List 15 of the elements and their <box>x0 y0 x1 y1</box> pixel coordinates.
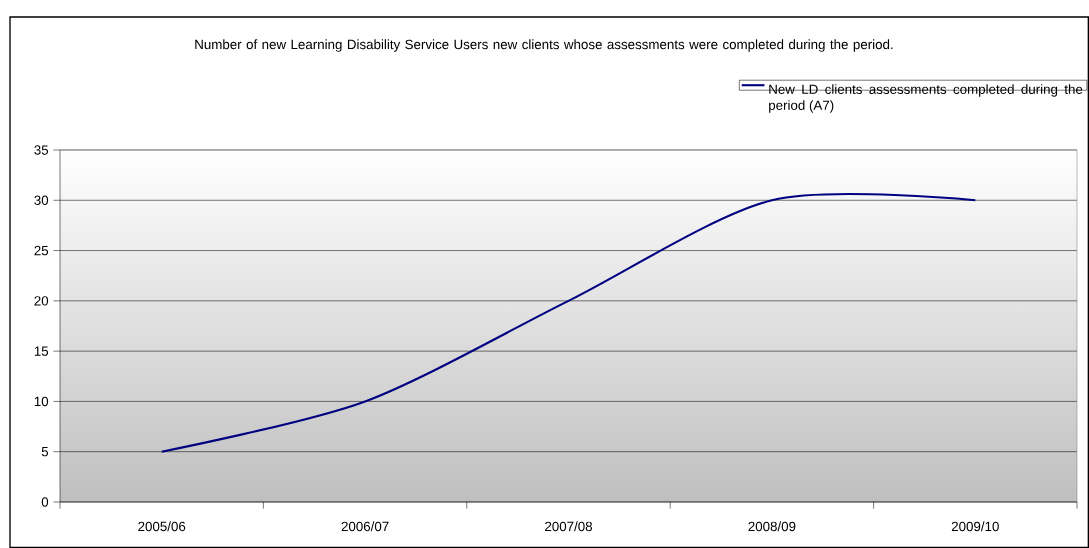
chart-title: Number of new Learning Disability Service Users new clients whose assessments were completed during the period. <box>195 39 893 52</box>
x-tick-label: 2007/08 <box>545 521 593 532</box>
y-tick-label: 0 <box>41 497 49 507</box>
x-tick-label: 2005/06 <box>138 521 186 532</box>
x-tick-label: 2006/07 <box>341 521 389 532</box>
x-tick-label: 2009/10 <box>951 521 999 532</box>
y-tick-label: 5 <box>41 447 49 457</box>
y-tick-label: 25 <box>34 245 49 256</box>
y-tick-label: 10 <box>34 396 49 407</box>
y-tick-label: 30 <box>34 195 49 205</box>
y-tick-label: 35 <box>34 145 49 155</box>
legend-label: New LD clients assessments completed during the period (A7) <box>769 84 1083 113</box>
x-tick-label: 2008/09 <box>748 521 796 532</box>
y-tick-label: 20 <box>34 296 49 306</box>
y-tick-label: 15 <box>34 346 49 356</box>
